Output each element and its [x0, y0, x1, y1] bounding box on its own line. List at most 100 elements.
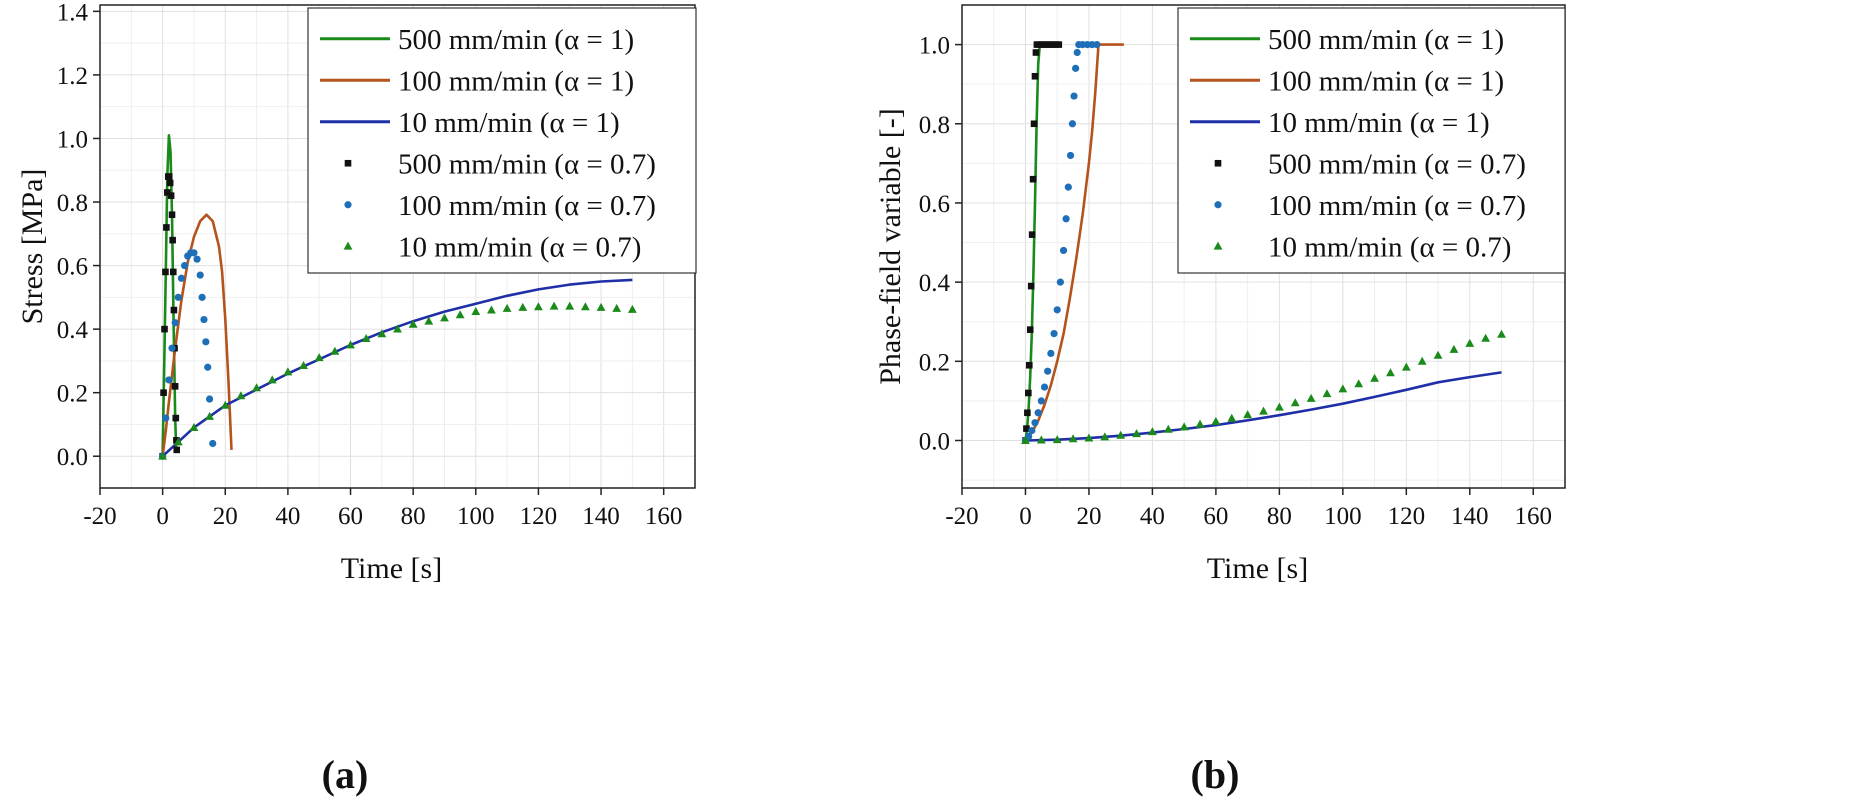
data-point	[1481, 333, 1491, 342]
data-point	[190, 249, 198, 257]
data-point	[549, 301, 559, 310]
legend: 500 mm/min (α = 1) 100 mm/min (α = 1) 10 m…	[307, 7, 697, 274]
series-line-0	[161, 134, 178, 457]
series-line-1	[161, 213, 233, 457]
data-point	[612, 303, 622, 312]
data-point	[1073, 48, 1081, 57]
data-point	[167, 192, 175, 199]
data-point	[1028, 426, 1036, 435]
data-point	[193, 255, 201, 263]
data-point	[1025, 361, 1033, 369]
data-point	[283, 367, 293, 376]
y-tick-label: 1.0	[57, 126, 88, 153]
data-point	[1064, 183, 1072, 191]
data-point	[166, 179, 174, 187]
y-tick-label: 0.6	[57, 254, 88, 281]
data-point	[1044, 367, 1052, 375]
data-point	[1031, 72, 1039, 80]
data-point	[169, 268, 177, 276]
data-point	[1030, 120, 1038, 128]
data-series	[158, 134, 637, 460]
data-point	[161, 325, 168, 333]
data-point	[299, 361, 308, 370]
data-point	[455, 310, 465, 319]
data-point	[168, 344, 176, 352]
y-tick-label: 0.6	[919, 191, 950, 218]
data-point	[1026, 326, 1034, 333]
series-markers-4	[1021, 40, 1101, 445]
x-tick-label: 120	[520, 503, 558, 530]
data-point	[1028, 231, 1036, 238]
legend-label-2: 10 mm/min (α = 1)	[398, 107, 620, 139]
data-point	[160, 389, 167, 396]
legend-label-4: 100 mm/min (α = 0.7)	[1268, 190, 1526, 222]
legend-label-1: 100 mm/min (α = 1)	[1268, 65, 1504, 97]
data-point	[1050, 329, 1058, 338]
data-point	[1072, 64, 1080, 72]
data-point	[165, 376, 173, 384]
y-tick-label: 1.4	[57, 0, 89, 26]
y-axis-label: Phase-field variable [-]	[874, 108, 907, 385]
data-point	[1047, 349, 1055, 357]
data-point	[1036, 435, 1046, 444]
data-point	[377, 329, 387, 338]
data-point	[162, 414, 170, 422]
legend-box	[1177, 7, 1566, 274]
data-point	[346, 340, 355, 349]
x-axis-label: Time [s]	[1207, 552, 1308, 585]
data-point	[1021, 435, 1030, 444]
data-point	[1227, 413, 1237, 422]
data-point	[1497, 329, 1506, 338]
data-point	[205, 411, 215, 420]
data-point	[580, 302, 590, 311]
data-point	[1068, 434, 1078, 443]
y-tick-label: 0.8	[919, 112, 950, 139]
data-point	[202, 338, 210, 346]
data-point	[158, 451, 168, 460]
legend-label-1: 100 mm/min (α = 1)	[398, 65, 634, 97]
data-point	[408, 319, 418, 328]
data-point	[198, 293, 206, 301]
panel-label: (a)	[322, 752, 369, 797]
data-point	[518, 302, 528, 311]
legend-swatch-5	[343, 241, 353, 250]
legend-swatch-3	[344, 159, 352, 167]
data-point	[172, 414, 180, 422]
legend-swatch-3	[1214, 159, 1222, 167]
data-point	[173, 446, 181, 454]
x-tick-label: 160	[645, 503, 683, 530]
y-tick-label: 0.4	[919, 270, 951, 297]
data-point	[1055, 41, 1063, 48]
series-line-2	[1025, 371, 1502, 442]
data-point	[204, 363, 212, 371]
x-tick-label: 40	[275, 503, 300, 530]
x-tick-label: 80	[401, 503, 426, 530]
series-markers-5	[1021, 329, 1506, 444]
x-tick-label: 0	[156, 503, 169, 530]
legend: 500 mm/min (α = 1) 100 mm/min (α = 1) 10 m…	[1177, 7, 1566, 274]
x-tick-label: -20	[83, 503, 116, 530]
data-point	[471, 307, 481, 316]
data-point	[502, 303, 512, 312]
data-point	[1031, 419, 1039, 427]
data-point	[171, 319, 179, 327]
x-axis-label: Time [s]	[341, 552, 442, 585]
data-point	[361, 334, 371, 343]
legend-label-3: 500 mm/min (α = 0.7)	[398, 148, 656, 180]
y-axis-label: Stress [MPa]	[16, 169, 49, 325]
y-tick-label: 0.2	[57, 381, 88, 408]
data-point	[1100, 432, 1110, 441]
data-point	[206, 395, 214, 403]
data-point	[1274, 402, 1284, 411]
legend-swatch-4	[344, 201, 352, 209]
data-point	[220, 400, 230, 409]
x-tick-label: 20	[213, 503, 238, 530]
legend-swatch-4	[1214, 201, 1222, 209]
data-point	[173, 437, 180, 444]
data-point	[1062, 215, 1070, 223]
x-tick-label: 160	[1515, 503, 1553, 530]
data-point	[1056, 278, 1064, 286]
x-tick-label: 100	[457, 503, 495, 530]
data-point	[1070, 92, 1078, 100]
data-point	[1029, 175, 1037, 183]
